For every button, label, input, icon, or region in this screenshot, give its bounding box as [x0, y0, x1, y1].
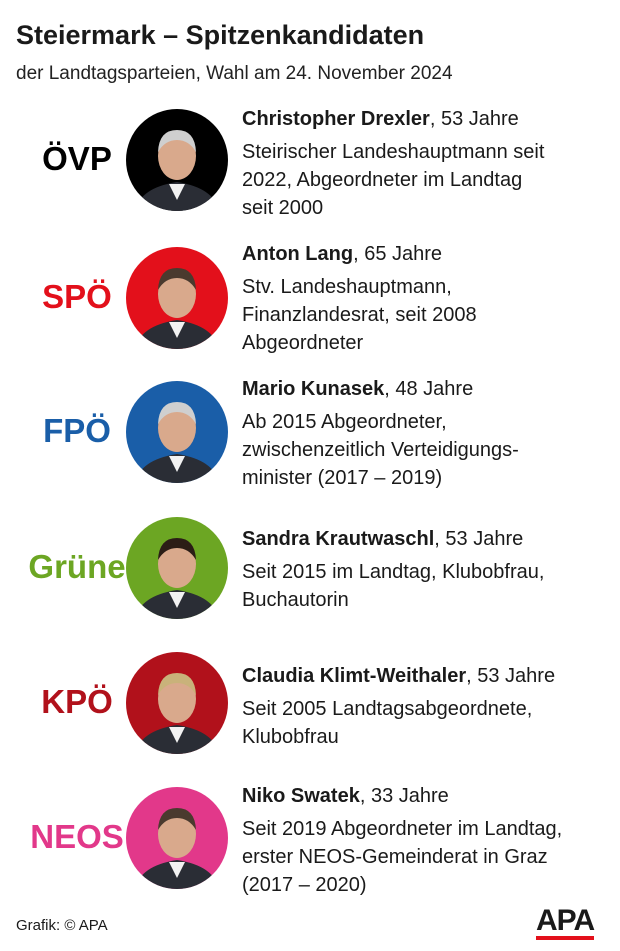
portrait	[126, 109, 228, 211]
description: Seit 2015 im Landtag, Klubobfrau, Buchaut…	[242, 558, 544, 614]
party-label: Grüne	[28, 548, 126, 585]
name: Sandra Krautwaschl	[242, 528, 435, 550]
name: Mario Kunasek	[242, 378, 385, 400]
name: Christopher Drexler	[242, 108, 430, 130]
description-line: Klubobfrau	[242, 726, 339, 748]
description-line: Abgeordneter	[242, 332, 364, 354]
credit: Grafik: © APA	[16, 917, 108, 934]
age: , 53 Jahre	[429, 108, 519, 130]
logo-bar	[536, 936, 595, 940]
age: , 48 Jahre	[384, 378, 474, 400]
description: Seit 2019 Abgeordneter im Landtag, erster…	[242, 815, 562, 899]
description-line: Steirischer Landeshauptmann seit	[242, 141, 545, 163]
description: Ab 2015 Abgeordneter, zwischenzeitlich Ve…	[242, 408, 519, 492]
party-label: FPÖ	[43, 412, 111, 449]
candidate-name: Niko Swatek, 33 Jahre	[242, 785, 449, 808]
portrait	[126, 652, 228, 754]
party-label: NEOS	[30, 818, 124, 855]
subtitle: der Landtagsparteien, Wahl am 24. Novemb…	[16, 63, 453, 84]
age: , 53 Jahre	[466, 665, 556, 687]
description: Seit 2005 Landtagsabgeordnete, Klubobfrau	[242, 695, 532, 751]
age: , 33 Jahre	[359, 785, 449, 807]
candidate-name: Anton Lang, 65 Jahre	[242, 243, 442, 266]
description-line: Finanzlandesrat, seit 2008	[242, 304, 477, 326]
portrait	[126, 247, 228, 349]
description-line: 2022, Abgeordneter im Landtag	[242, 169, 523, 191]
candidate-name: Claudia Klimt-Weithaler, 53 Jahre	[242, 665, 555, 688]
party-label: ÖVP	[42, 140, 112, 177]
description-line: erster NEOS-Gemeinderat in Graz	[242, 846, 548, 868]
portrait	[126, 787, 228, 889]
age: , 65 Jahre	[353, 243, 443, 265]
description-line: Seit 2019 Abgeordneter im Landtag,	[242, 818, 563, 840]
description: Stv. Landeshauptmann, Finanzlandesrat, se…	[242, 273, 477, 357]
party-label: SPÖ	[42, 278, 112, 315]
description-line: Ab 2015 Abgeordneter,	[242, 411, 447, 433]
description-line: seit 2000	[242, 197, 324, 219]
portrait	[126, 381, 228, 483]
candidate-name: Mario Kunasek, 48 Jahre	[242, 378, 473, 401]
description-line: Seit 2005 Landtagsabgeordnete,	[242, 698, 533, 720]
description-line: minister (2017 – 2019)	[242, 467, 443, 489]
description-line: Seit 2015 im Landtag, Klubobfrau,	[242, 561, 545, 583]
name: Niko Swatek	[242, 785, 360, 807]
description-line: zwischenzeitlich Verteidigungs-	[242, 439, 519, 461]
candidate-name: Sandra Krautwaschl, 53 Jahre	[242, 528, 523, 551]
party-label: KPÖ	[41, 683, 113, 720]
age: , 53 Jahre	[434, 528, 524, 550]
name: Anton Lang	[242, 243, 354, 265]
portrait	[126, 517, 228, 619]
logo: APA	[536, 904, 595, 940]
description-line: Stv. Landeshauptmann,	[242, 276, 452, 298]
title: Steiermark – Spitzenkandidaten	[16, 20, 425, 50]
description: Steirischer Landeshauptmann seit 2022, Ab…	[242, 138, 544, 222]
candidate-name: Christopher Drexler, 53 Jahre	[242, 108, 519, 131]
logo-text: APA	[536, 904, 595, 937]
description-line: (2017 – 2020)	[242, 874, 367, 896]
description-line: Buchautorin	[242, 589, 349, 611]
name: Claudia Klimt-Weithaler	[242, 665, 467, 687]
